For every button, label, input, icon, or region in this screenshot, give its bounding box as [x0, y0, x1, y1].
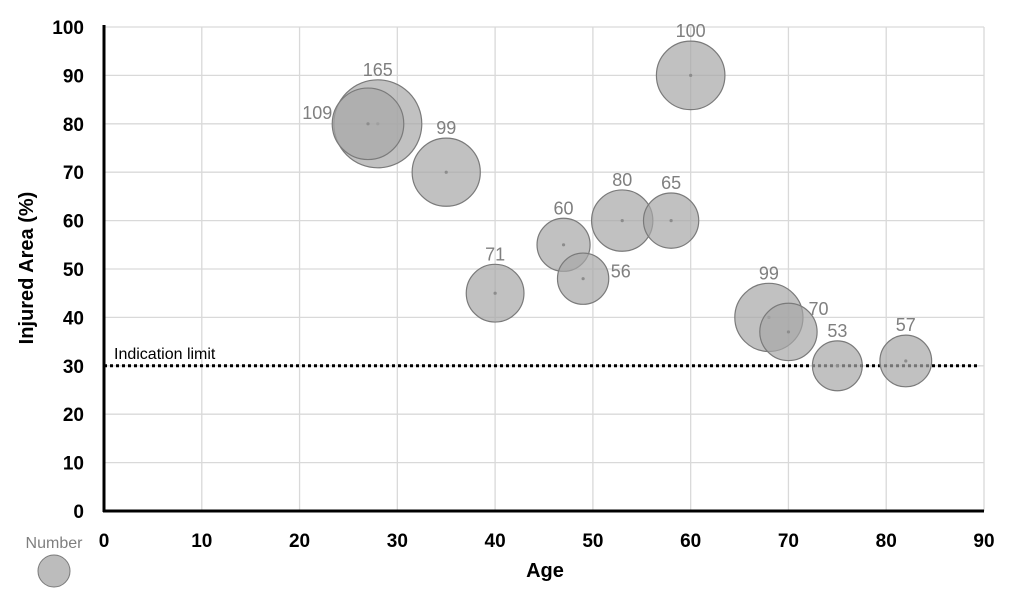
bubble-label: 100: [676, 21, 706, 41]
bubble-center-point: [786, 330, 791, 334]
y-tick-label: 60: [63, 212, 84, 233]
x-tick-label: 90: [973, 531, 994, 552]
y-tick-label: 20: [63, 405, 84, 426]
bubble-center-point: [669, 219, 673, 223]
bubble-center-point: [581, 277, 585, 281]
bubble-label: 80: [612, 170, 632, 190]
x-tick-label: 60: [680, 531, 701, 552]
y-tick-label: 70: [63, 163, 84, 184]
x-tick-label: 50: [582, 531, 603, 552]
x-tick-label: 80: [876, 531, 897, 552]
bubble-center-point: [561, 243, 566, 247]
bubble-center-point: [904, 359, 908, 363]
bubble-label: 99: [759, 263, 779, 283]
y-tick-label: 50: [63, 260, 84, 281]
x-axis-title: Age: [526, 560, 564, 582]
bubble-label: 71: [485, 244, 505, 264]
bubble-label: 56: [611, 262, 631, 282]
x-tick-label: 70: [778, 531, 799, 552]
y-tick-label: 0: [73, 502, 84, 523]
bubble-label: 165: [363, 60, 393, 80]
bubble-center-point: [493, 291, 497, 295]
y-tick-label: 80: [63, 115, 84, 136]
indication-limit-label: Indication limit: [114, 346, 216, 363]
bubble-center-point: [835, 364, 839, 368]
axes-group: [102, 25, 984, 513]
y-tick-label: 30: [63, 357, 84, 378]
bubble-label: 57: [896, 315, 916, 335]
indication-limit-line-group: Indication limit: [104, 346, 980, 368]
bubble-label: 60: [554, 198, 574, 218]
y-tick-label: 90: [63, 66, 84, 87]
y-axis-title: Injured Area (%): [16, 192, 38, 345]
x-tick-label: 30: [387, 531, 408, 552]
x-tick-label: 40: [485, 531, 506, 552]
bubble-center-point: [689, 73, 693, 77]
bubble-label: 65: [661, 173, 681, 193]
bubble-label: 109: [302, 103, 332, 123]
grid-lines: [104, 26, 985, 511]
x-tick-label: 20: [289, 531, 310, 552]
bubble-label: 70: [808, 299, 828, 319]
legend-title: Number: [26, 535, 84, 552]
y-tick-label: 100: [52, 18, 84, 39]
bubble-center-point: [444, 170, 448, 174]
bubble-center-point: [366, 122, 370, 126]
x-tick-label: 0: [99, 531, 110, 552]
bubble-center-point: [620, 219, 624, 223]
x-tick-label: 10: [191, 531, 212, 552]
bubble-label: 53: [827, 321, 847, 341]
y-tick-label: 40: [63, 308, 84, 329]
legend-bubble: [37, 554, 71, 588]
tick-labels-group: 0 10 20 30 40 50 60 70 80 90 0 10 20 30 40 50 60 70 80 90 10…: [52, 18, 994, 552]
bubble-label: 99: [436, 118, 456, 138]
bubbles-group: [331, 40, 933, 392]
y-tick-label: 10: [63, 454, 84, 475]
